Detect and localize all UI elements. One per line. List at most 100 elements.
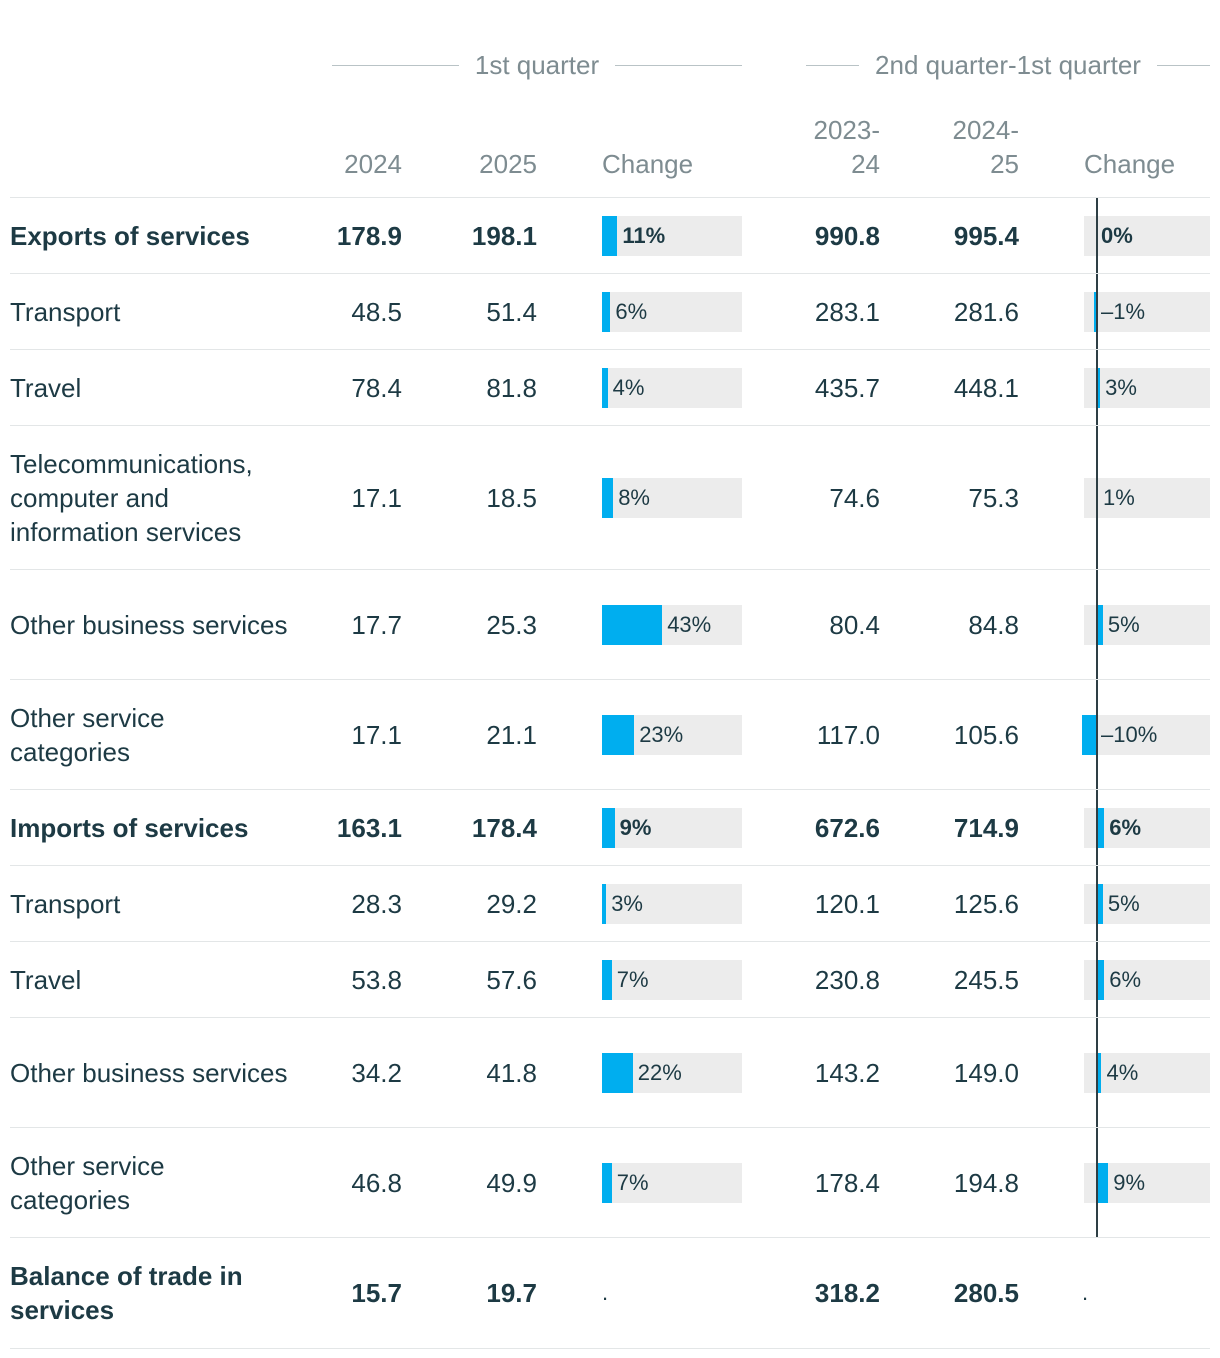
value-v2025: 178.4 <box>471 812 537 843</box>
change-h-bar: 1% <box>1084 478 1210 518</box>
value-v2025: 81.8 <box>486 372 537 403</box>
value-v2024: 53.8 <box>351 964 402 995</box>
col-header-2025: 2025 <box>479 149 537 179</box>
change-h-label: 9% <box>1113 1170 1146 1195</box>
value-v2024: 17.1 <box>351 482 402 513</box>
change-q1-label: 9% <box>619 815 652 840</box>
change-q1-bar: 23% <box>602 715 742 755</box>
value-v2425: 105.6 <box>953 719 1019 750</box>
change-h-label: 6% <box>1109 815 1141 840</box>
value-v2024: 17.1 <box>351 719 402 750</box>
zero-axis-line <box>1096 570 1098 680</box>
change-q1-bar: 4% <box>602 368 742 408</box>
row-label: Transport <box>10 889 121 919</box>
change-q1-label: 8% <box>618 485 650 510</box>
value-v2324: 672.6 <box>814 812 880 843</box>
change-q1-bar: 22% <box>602 1053 742 1093</box>
group-rule-right <box>1156 64 1210 66</box>
change-q1-fill <box>602 605 663 645</box>
change-q1-label: 23% <box>639 722 684 747</box>
value-v2324: 990.8 <box>814 220 880 251</box>
value-v2024: 28.3 <box>351 888 402 919</box>
change-h-fill <box>1096 1053 1102 1093</box>
value-v2025: 57.6 <box>486 964 537 995</box>
change-h-bar: –1% <box>1084 292 1210 332</box>
change-h-label: 5% <box>1107 891 1140 916</box>
value-v2024: 163.1 <box>336 812 402 843</box>
value-v2425: 995.4 <box>953 220 1019 251</box>
group-rule-left <box>332 64 459 66</box>
table-row: Exports of services 178.9 198.1 990.8 995.4 1… <box>10 197 1210 274</box>
change-q1-fill <box>602 1163 612 1203</box>
zero-axis-line <box>1096 1018 1098 1128</box>
col-header-2024: 2024 <box>344 149 402 179</box>
change-q1-label: 43% <box>667 612 712 637</box>
table-row: Balance of trade in services 15.7 19.7 318.… <box>10 1237 1210 1349</box>
row-label: Imports of services <box>10 813 249 843</box>
zero-axis-line <box>1096 198 1098 274</box>
change-q1-bar: 7% <box>602 960 742 1000</box>
value-v2025: 25.3 <box>486 609 537 640</box>
row-label: Other business services <box>10 1058 288 1088</box>
value-v2024: 17.7 <box>351 609 402 640</box>
group-label-1st-quarter: 1st quarter <box>474 49 600 80</box>
row-label: Telecommunications, computer and informa… <box>10 449 253 547</box>
row-label: Travel <box>10 965 82 995</box>
table-row: Transport 28.3 29.2 120.1 125.6 3% 5% <box>10 865 1210 942</box>
value-v2324: 318.2 <box>814 1277 880 1308</box>
row-label: Other service categories <box>10 703 165 767</box>
change-h-bar: 5% <box>1084 884 1210 924</box>
zero-axis-line <box>1096 426 1098 570</box>
table-row: Imports of services 163.1 178.4 672.6 714.9 9… <box>10 789 1210 866</box>
table-row: Other business services 34.2 41.8 143.2 149.… <box>10 1017 1210 1128</box>
value-v2425: 448.1 <box>953 372 1019 403</box>
table-row: Other service categories 17.1 21.1 117.0 105… <box>10 679 1210 790</box>
change-q1-fill <box>602 216 618 256</box>
change-h-fill <box>1096 1163 1109 1203</box>
value-v2024: 46.8 <box>351 1167 402 1198</box>
value-v2425: 245.5 <box>953 964 1019 995</box>
change-q1-label: 7% <box>616 1170 649 1195</box>
value-v2025: 29.2 <box>486 888 537 919</box>
change-q1-bar: 6% <box>602 292 742 332</box>
value-v2025: 49.9 <box>486 1167 537 1198</box>
change-q1-bar: 9% <box>602 808 742 848</box>
change-h-bar: 6% <box>1084 808 1210 848</box>
change-q1-bar: 7% <box>602 1163 742 1203</box>
zero-axis-line <box>1096 790 1098 866</box>
change-h-bar: 4% <box>1084 1053 1210 1093</box>
change-q1-label: 7% <box>616 967 649 992</box>
value-v2025: 18.5 <box>486 482 537 513</box>
value-v2025: 19.7 <box>486 1277 537 1308</box>
group-label-2nd-1st-quarter: 2nd quarter-1st quarter <box>875 49 1141 80</box>
change-q1-label: 4% <box>612 375 645 400</box>
group-rule-right <box>615 64 743 66</box>
group-header-2nd-1st-quarter: 2nd quarter-1st quarter <box>806 48 1210 82</box>
change-q1-fill <box>602 884 607 924</box>
value-v2024: 178.9 <box>336 220 402 251</box>
col-header-change-q1: Change <box>602 149 694 179</box>
zero-axis-line <box>1096 866 1098 942</box>
zero-axis-line <box>1096 1128 1098 1238</box>
change-h-bar: 9% <box>1084 1163 1210 1203</box>
value-v2324: 435.7 <box>814 372 880 403</box>
value-v2025: 41.8 <box>486 1057 537 1088</box>
change-q1-missing: . <box>602 1280 609 1305</box>
change-q1-label: 22% <box>637 1060 682 1085</box>
change-h-label: 6% <box>1109 967 1141 992</box>
value-v2425: 714.9 <box>953 812 1019 843</box>
value-v2025: 198.1 <box>471 220 537 251</box>
change-q1-bar: 43% <box>602 605 742 645</box>
value-v2024: 34.2 <box>351 1057 402 1088</box>
row-label: Other business services <box>10 610 288 640</box>
change-h-fill <box>1096 605 1103 645</box>
change-q1-label: 6% <box>615 299 648 324</box>
group-rule-left <box>806 64 860 66</box>
change-h-label: 1% <box>1103 485 1135 510</box>
change-h-bar: 3% <box>1084 368 1210 408</box>
change-q1-fill <box>602 960 612 1000</box>
change-q1-label: 3% <box>611 891 643 916</box>
value-v2324: 80.4 <box>829 609 880 640</box>
change-h-fill <box>1096 960 1105 1000</box>
value-v2324: 143.2 <box>814 1057 880 1088</box>
